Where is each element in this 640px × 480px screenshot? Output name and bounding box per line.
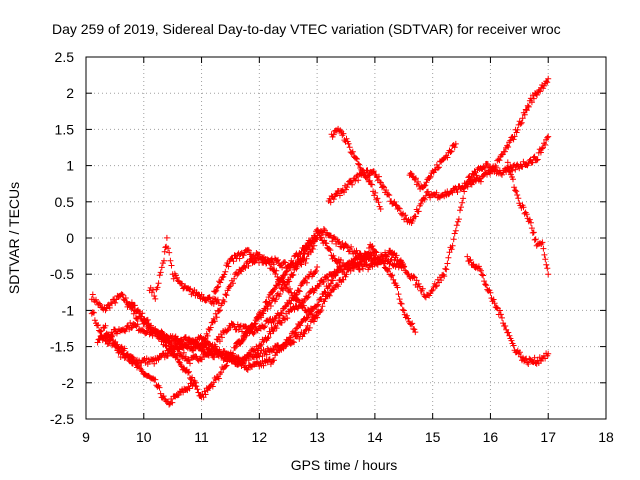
y-tick-label: 2	[66, 85, 74, 101]
y-tick-labels: 2.5 2 1.5 1 0.5 0 -0.5 -1 -1.5 -2 -2.5	[50, 49, 74, 427]
y-tick-label: 1	[66, 158, 74, 174]
series-track-14	[366, 241, 419, 336]
x-tick-label: 12	[252, 429, 268, 445]
x-tick-label: 16	[483, 429, 499, 445]
y-tick-label: -0.5	[50, 266, 74, 282]
axis-ticks	[85, 56, 607, 420]
point-markers	[233, 226, 396, 350]
series-track-16	[406, 140, 459, 192]
y-tick-label: -1	[62, 302, 75, 318]
x-tick-label: 11	[194, 429, 209, 445]
series-track-17	[464, 253, 552, 367]
point-markers	[406, 140, 459, 192]
series-track-13	[328, 125, 384, 212]
point-markers	[210, 246, 321, 322]
series-track-6	[146, 234, 222, 307]
point-markers	[94, 247, 378, 368]
x-tick-label: 15	[425, 429, 441, 445]
series-track-15	[389, 133, 552, 301]
y-tick-label: 0.5	[55, 194, 75, 210]
x-tick-label: 13	[309, 429, 325, 445]
x-tick-label: 14	[367, 429, 383, 445]
y-tick-label: 1.5	[55, 121, 75, 137]
x-tick-label: 9	[82, 429, 90, 445]
point-markers	[366, 241, 419, 336]
x-tick-label: 10	[136, 429, 152, 445]
y-tick-label: -2	[62, 375, 75, 391]
series-track-12	[325, 75, 552, 226]
series-track-18	[504, 159, 552, 278]
x-tick-label: 17	[540, 429, 556, 445]
grid-lines	[86, 57, 606, 419]
y-tick-label: -2.5	[50, 411, 74, 427]
chart-title: Day 259 of 2019, Sidereal Day-to-day VTE…	[52, 21, 561, 37]
point-markers	[325, 75, 552, 226]
data-points	[88, 75, 552, 408]
y-tick-label: 2.5	[55, 49, 75, 65]
x-axis-label: GPS time / hours	[291, 457, 398, 473]
x-tick-label: 18	[598, 429, 614, 445]
point-markers	[328, 125, 384, 212]
y-tick-label: -1.5	[50, 339, 74, 355]
series-track-10	[233, 226, 396, 350]
series-track-9	[210, 246, 321, 322]
point-markers	[464, 253, 552, 367]
x-tick-labels: 9 10 11 12 13 14 15 16 17 18	[82, 429, 614, 445]
series-track-5	[94, 247, 378, 368]
point-markers	[389, 133, 552, 301]
point-markers	[146, 234, 222, 307]
y-tick-label: 0	[66, 230, 74, 246]
point-markers	[504, 159, 552, 278]
y-axis-label: SDTVAR / TECUs	[6, 182, 22, 294]
